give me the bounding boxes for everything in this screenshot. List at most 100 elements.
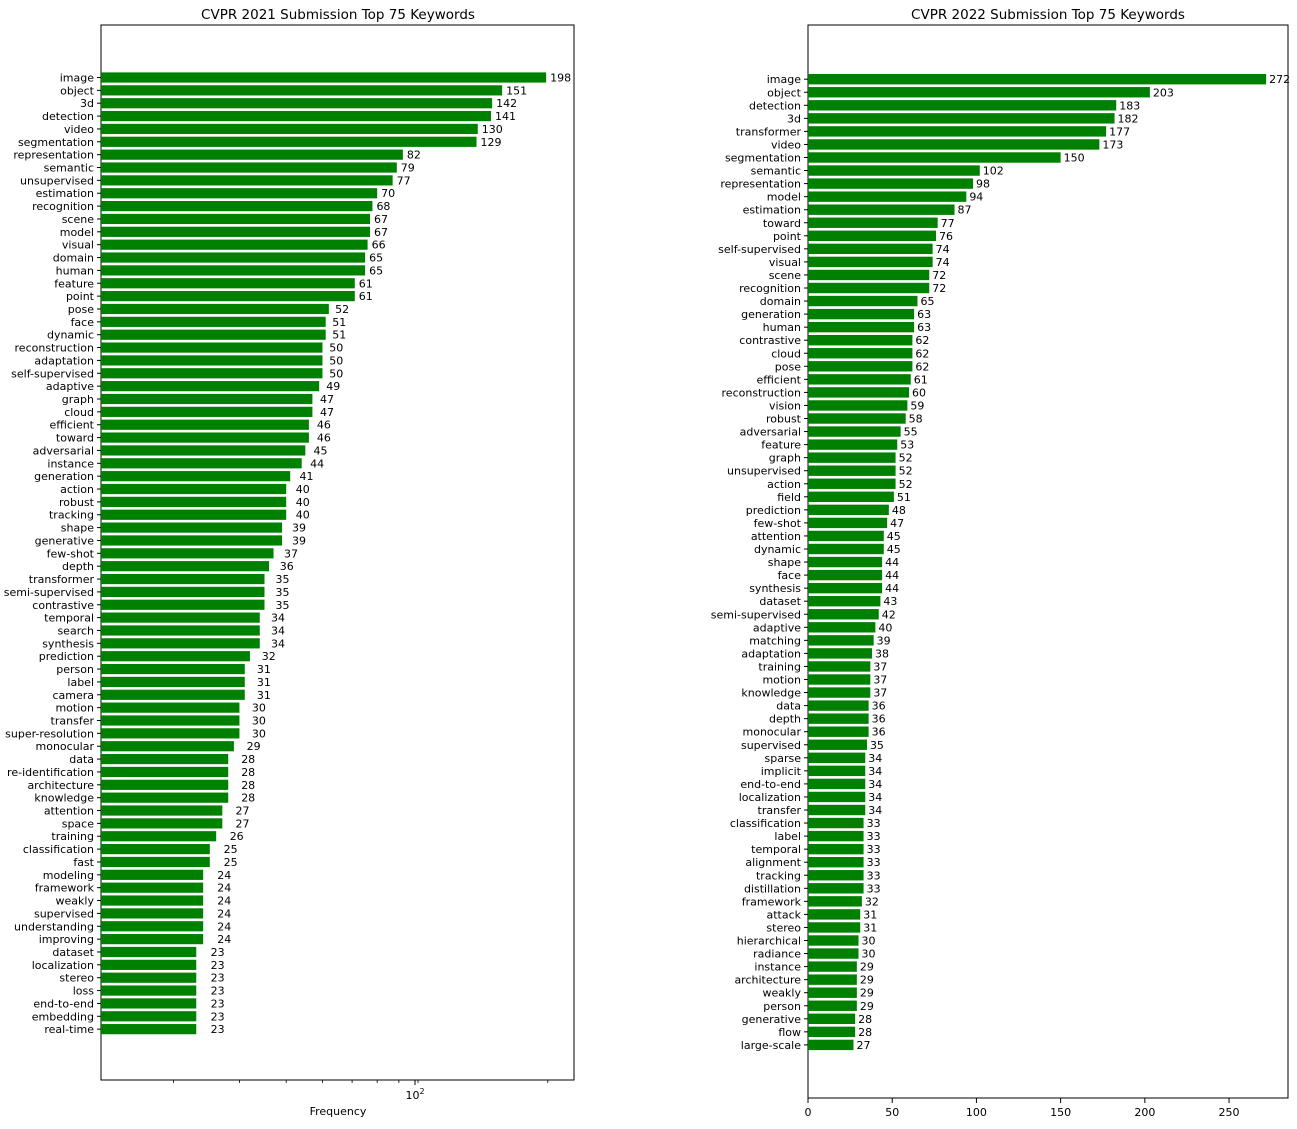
bar-understanding [101, 921, 204, 932]
value-label: 177 [1109, 125, 1130, 138]
y-tick-label: monocular [36, 740, 95, 753]
bar-loss [101, 985, 197, 996]
bar-temporal [101, 612, 260, 623]
y-tick-label: point [773, 230, 802, 243]
value-label: 150 [1064, 152, 1085, 165]
value-label: 52 [899, 465, 913, 478]
value-label: 33 [867, 843, 881, 856]
value-label: 34 [868, 804, 882, 817]
y-tick-label: 3d [787, 112, 801, 125]
bar-real-time [101, 1024, 197, 1035]
bar-adversarial [808, 426, 901, 437]
bar-instance [101, 458, 302, 469]
value-label: 82 [407, 149, 421, 162]
value-label: 46 [317, 419, 331, 432]
y-tick-label: data [776, 700, 801, 713]
bar-flow [808, 1026, 856, 1038]
value-label: 32 [262, 650, 276, 663]
y-tick-label: face [71, 316, 95, 329]
y-tick-label: recognition [32, 200, 94, 213]
value-label: 33 [867, 817, 881, 830]
bar-efficient [808, 374, 911, 385]
value-label: 29 [247, 740, 261, 753]
value-label: 34 [868, 765, 882, 778]
y-tick-label: human [56, 264, 94, 277]
value-label: 63 [917, 321, 931, 334]
y-tick-label: improving [39, 933, 94, 946]
bar-instance [808, 961, 857, 972]
bar-video [101, 123, 478, 135]
bar-improving [101, 934, 204, 945]
bar-contrastive [808, 335, 913, 346]
bar-attention [808, 530, 884, 542]
value-label: 33 [867, 869, 881, 882]
y-tick-label: search [57, 624, 94, 637]
bar-super-resolution [101, 728, 240, 739]
y-tick-label: action [767, 478, 801, 491]
bars-2021: image 198 object 151 3d 142 detection 141 video 1… [4, 72, 571, 1037]
value-label: 33 [867, 830, 881, 843]
y-tick-label: action [60, 483, 94, 496]
y-tick-label: weakly [763, 987, 802, 1000]
y-tick-label: adaptation [741, 647, 801, 660]
y-tick-label: object [767, 86, 802, 99]
x-axis-2022: 0 50 100 150 200 250 [805, 1098, 1240, 1119]
bar-dataset [101, 946, 197, 958]
y-tick-label: visual [62, 239, 94, 252]
chart-title-2022: CVPR 2022 Submission Top 75 Keywords [911, 7, 1185, 23]
y-tick-label: cloud [64, 406, 94, 419]
y-tick-label: classification [730, 817, 801, 830]
y-tick-label: distillation [744, 882, 801, 895]
y-tick-label: motion [55, 702, 94, 715]
y-tick-label: knowledge [741, 687, 801, 700]
value-label: 25 [224, 856, 238, 869]
value-label: 27 [856, 1039, 870, 1052]
y-tick-label: knowledge [34, 792, 94, 805]
bar-cloud [101, 406, 313, 417]
bar-scene [101, 213, 371, 225]
y-tick-label: prediction [746, 504, 801, 517]
y-tick-label: toward [763, 217, 801, 230]
bar-architecture [808, 974, 857, 985]
bar-dynamic [101, 329, 326, 340]
value-label: 28 [241, 779, 255, 792]
value-label: 61 [914, 373, 928, 386]
bar-3d [808, 113, 1115, 124]
y-tick-label: efficient [49, 419, 94, 432]
bar-representation [808, 178, 974, 189]
bar-localization [101, 959, 197, 970]
y-tick-label: video [771, 138, 801, 151]
y-tick-label: synthesis [749, 582, 801, 595]
bar-recognition [808, 282, 930, 294]
y-tick-label: architecture [734, 974, 801, 987]
bar-supervised [101, 908, 204, 919]
value-label: 35 [275, 599, 289, 612]
y-tick-label: dataset [759, 595, 801, 608]
bar-feature [101, 278, 355, 289]
bar-few-shot [101, 548, 274, 559]
bar-pose [101, 303, 329, 315]
value-label: 50 [329, 342, 343, 355]
value-label: 62 [915, 347, 929, 360]
y-tick-label: fast [73, 856, 94, 869]
y-tick-label: label [67, 676, 94, 689]
bar-motion [101, 702, 240, 713]
y-tick-label: recognition [739, 282, 801, 295]
bar-end-to-end [808, 778, 866, 790]
value-label: 37 [284, 547, 298, 560]
bar-estimation [101, 188, 378, 199]
value-label: 29 [860, 974, 874, 987]
value-label: 77 [941, 217, 955, 230]
bar-matching [808, 635, 874, 646]
value-label: 102 [983, 165, 1004, 178]
bar-fast [101, 856, 210, 868]
x-tick-label: 200 [1134, 1106, 1155, 1119]
y-tick-label: camera [52, 689, 94, 702]
bar-training [808, 661, 871, 672]
bar-visual [808, 256, 933, 268]
bar-self-supervised [808, 243, 933, 255]
y-tick-label: framework [35, 882, 95, 895]
y-tick-label: reconstruction [722, 386, 801, 399]
value-label: 36 [872, 700, 886, 713]
bar-large-scale [808, 1039, 854, 1051]
